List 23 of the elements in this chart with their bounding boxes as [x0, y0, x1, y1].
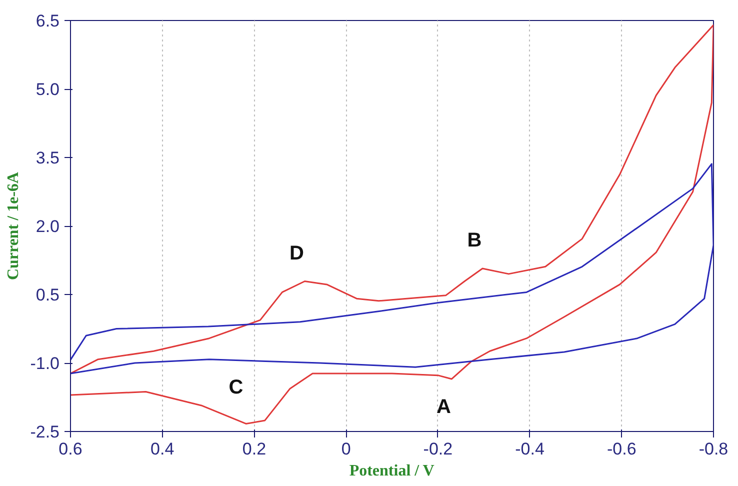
y-tick-label: 2.0 [36, 217, 60, 236]
x-tick-label: 0.6 [58, 440, 82, 458]
x-tick-label: -0.6 [606, 440, 636, 458]
x-tick-label: 0 [341, 440, 351, 458]
y-tick-label: 6.5 [36, 12, 60, 30]
x-tick-label: -0.2 [423, 440, 453, 458]
x-tick-label: -0.4 [515, 440, 544, 458]
y-axis-title: Current / 1e-6A [5, 171, 22, 280]
y-tick-label: 3.5 [36, 148, 60, 168]
x-tick-label: -0.8 [698, 440, 728, 458]
y-tick-label: 0.5 [36, 286, 60, 304]
annotation: C [228, 376, 244, 399]
annotation: A [436, 396, 451, 418]
x-axis-title: Potential / V [349, 462, 435, 480]
line-series [70, 24, 714, 424]
y-tick-label: -1.0 [30, 354, 60, 373]
annotation: D [290, 242, 304, 264]
line-series [70, 163, 714, 374]
x-tick-label: 0.2 [242, 440, 266, 458]
y-tick-label: -2.5 [30, 422, 60, 442]
y-tick-label: 5.0 [36, 80, 60, 99]
x-tick-label: 0.4 [150, 440, 174, 458]
annotation: B [467, 229, 482, 252]
